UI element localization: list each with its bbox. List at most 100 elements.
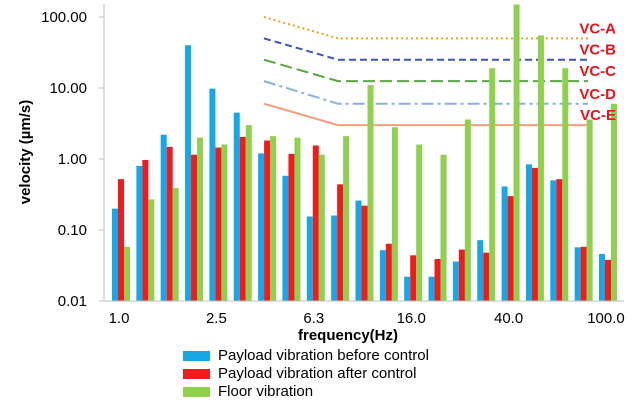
legend-item-before: Payload vibration before control: [183, 347, 429, 365]
legend-item-after: Payload vibration after control: [183, 365, 429, 383]
bar: [404, 276, 411, 301]
bar: [611, 103, 617, 301]
criteria-labels: VC-A VC-B VC-C VC-D VC-E: [579, 20, 616, 124]
bar: [605, 259, 611, 301]
bar: [282, 175, 289, 301]
bar: [124, 246, 130, 301]
bar: [343, 136, 350, 301]
bar: [209, 88, 216, 301]
bar: [306, 216, 313, 301]
bar: [185, 45, 192, 301]
bar: [112, 208, 118, 301]
bar: [586, 119, 593, 301]
legend-item-floor: Floor vibration: [183, 383, 429, 401]
y-tick-label: 10.00: [49, 80, 87, 97]
bar: [434, 259, 441, 301]
x-tick-label: 16.0: [397, 310, 426, 327]
bar: [288, 153, 295, 301]
bar: [270, 136, 277, 301]
x-tick-label: 100.0: [587, 310, 625, 327]
bar: [489, 68, 496, 301]
bar: [525, 164, 532, 301]
criteria-label: VC-B: [579, 42, 616, 59]
criteria-label: VC-D: [579, 86, 616, 103]
bar: [367, 85, 374, 301]
bar: [136, 165, 143, 301]
bar: [550, 180, 557, 301]
bar: [142, 159, 149, 301]
bar: [294, 137, 301, 301]
bar: [410, 255, 417, 301]
y-tick-label: 0.10: [58, 222, 87, 239]
bar: [337, 184, 344, 301]
legend-label-before: Payload vibration before control: [218, 347, 429, 364]
legend-swatch-before: [183, 351, 210, 361]
bar: [264, 140, 271, 301]
legend-label-after: Payload vibration after control: [218, 365, 417, 382]
bar: [215, 147, 222, 301]
bar: [166, 146, 173, 301]
legend-label-floor: Floor vibration: [218, 383, 314, 400]
criteria-line: [263, 80, 588, 105]
legend: Payload vibration before control Payload…: [183, 347, 429, 401]
bar: [574, 247, 581, 301]
bar: [221, 144, 228, 301]
bar: [197, 137, 204, 301]
bar: [440, 154, 447, 301]
bar: [452, 261, 459, 301]
bar: [477, 240, 484, 301]
bar: [428, 276, 435, 301]
bar: [513, 4, 520, 301]
bar: [531, 167, 538, 301]
x-axis-title: frequency(Hz): [298, 327, 398, 344]
x-tick-label: 2.5: [206, 310, 227, 327]
bar: [416, 144, 423, 301]
criteria-line: [263, 37, 588, 61]
bar: [239, 136, 246, 301]
criteria-label: VC-E: [580, 107, 616, 124]
criteria-label: VC-A: [579, 20, 616, 37]
legend-swatch-after: [183, 369, 210, 379]
legend-swatch-floor: [183, 387, 210, 397]
x-tick-label: 40.0: [494, 310, 523, 327]
bar: [355, 200, 362, 301]
criteria-label: VC-C: [579, 63, 616, 80]
bar: [464, 119, 471, 301]
bar: [245, 125, 252, 301]
bar: [599, 253, 605, 301]
bar: [391, 127, 398, 301]
bars: [112, 4, 617, 301]
bar: [537, 35, 544, 301]
bar: [172, 188, 179, 301]
bar: [361, 205, 368, 301]
bar: [507, 196, 514, 301]
criteria-line: [263, 16, 588, 40]
bar: [118, 179, 124, 301]
bar: [458, 249, 465, 301]
bar: [312, 145, 319, 301]
x-tick-label: 1.0: [109, 310, 130, 327]
bar: [258, 153, 265, 301]
bar: [148, 199, 155, 301]
bar: [331, 215, 338, 301]
bar: [501, 186, 508, 301]
bar: [379, 250, 386, 301]
bar: [580, 246, 587, 301]
x-tick-label: 6.3: [303, 310, 324, 327]
bar: [160, 134, 167, 301]
axis-ticks: 0.01 0.10 1.00 10.00 100.00 1.0 2.5 6.3 16.0 40.0…: [41, 9, 625, 327]
y-tick-label: 1.00: [58, 151, 87, 168]
bar: [385, 243, 392, 301]
bar: [233, 112, 240, 301]
y-tick-label: 0.01: [58, 293, 87, 310]
bar: [556, 179, 563, 301]
bar: [318, 154, 325, 301]
bar: [562, 68, 569, 301]
y-tick-label: 100.00: [41, 9, 87, 26]
criteria-lines: [263, 16, 588, 127]
y-axis-title: velocity (µm/s): [17, 100, 34, 205]
criteria-line: [263, 102, 588, 127]
criteria-line: [263, 58, 588, 83]
bar: [483, 252, 490, 301]
